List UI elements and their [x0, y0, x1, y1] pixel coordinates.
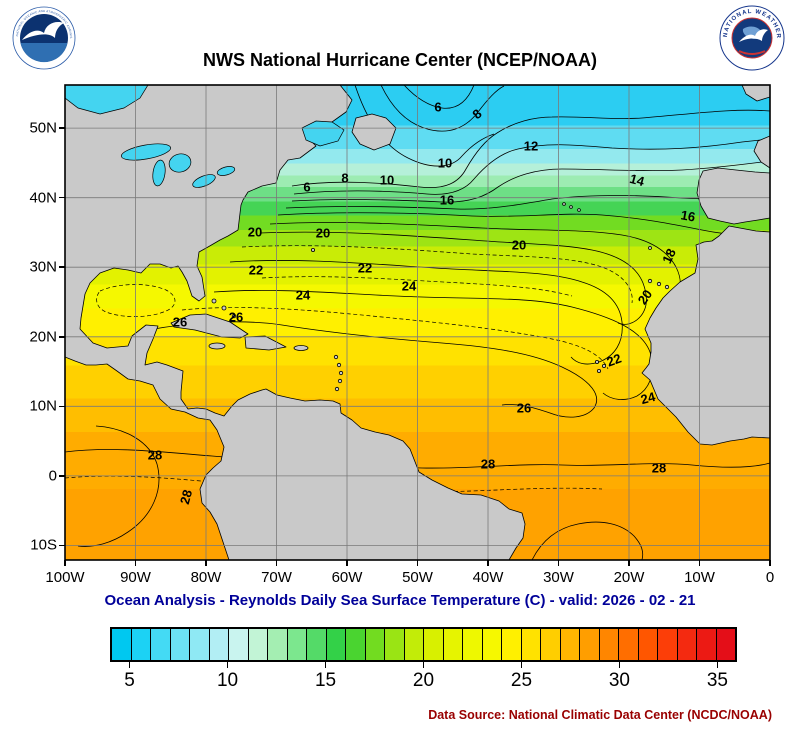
lake-superior: [120, 143, 172, 161]
colorbar-segment: [247, 629, 267, 660]
colorbar-segment: [364, 629, 384, 660]
graticule: [65, 85, 770, 560]
island-cuba: [170, 313, 249, 339]
colorbar-segment: [345, 629, 365, 660]
island-puerto-rico: [293, 345, 309, 351]
islands-caribbean: [170, 247, 344, 392]
colorbar-segment: [462, 629, 482, 660]
hudson-bay: [65, 85, 149, 115]
colorbar-segment: [657, 629, 677, 660]
colorbar-segment: [559, 629, 579, 660]
colorbar-segment: [481, 629, 501, 660]
data-source-note: Data Source: National Climatic Data Cent…: [428, 708, 772, 722]
colorbar-segment: [189, 629, 209, 660]
lake-huron: [168, 153, 192, 173]
colorbar-segment: [228, 629, 248, 660]
nws-gull-icon: [739, 29, 768, 42]
colorbar-segment: [637, 629, 657, 660]
island-madeira: [648, 246, 652, 250]
colorbar-segment: [501, 629, 521, 660]
colorbar-segment: [715, 629, 735, 660]
colorbar-segment: [208, 629, 228, 660]
colorbar-segment: [130, 629, 150, 660]
colorbar-segment: [520, 629, 540, 660]
colorbar: [110, 627, 737, 662]
colorbar-segment: [267, 629, 287, 660]
land-uk: [741, 85, 770, 102]
island-newfoundland: [351, 113, 397, 151]
inland-water: [65, 85, 345, 188]
land-iberia: [696, 167, 770, 225]
noaa-emblem-sea: [20, 43, 68, 63]
colorbar-segment: [169, 629, 189, 660]
isotherm-contours: [65, 85, 770, 560]
colorbar-segment: [286, 629, 306, 660]
land-france: [753, 135, 770, 169]
colorbar-segment: [325, 629, 345, 660]
lake-ontario: [216, 166, 236, 176]
map-subtitle: Ocean Analysis - Reynolds Daily Sea Surf…: [104, 592, 696, 609]
island-bermuda: [310, 247, 315, 252]
colorbar-segment: [150, 629, 170, 660]
colorbar-segment: [618, 629, 638, 660]
land-africa: [641, 225, 770, 446]
page-title: NWS National Hurricane Center (NCEP/NOAA…: [202, 50, 598, 70]
nws-emblem-wave: [738, 50, 766, 55]
noaa-gull-icon: [22, 22, 64, 40]
colorbar-segment: [598, 629, 618, 660]
lake-michigan: [152, 159, 166, 187]
colorbar-segment: [306, 629, 326, 660]
colorbar-segment: [442, 629, 462, 660]
gulf-of-st-lawrence: [301, 120, 345, 147]
nws-logo: NATIONAL WEATHER SERVICE: [719, 5, 785, 71]
noaa-logo: NATIONAL OCEANIC AND ATMOSPHERIC ADMINIS…: [12, 6, 76, 70]
island-hispaniola: [244, 335, 287, 351]
islands-east-atlantic: [562, 202, 670, 373]
colorbar-segment: [696, 629, 716, 660]
colorbar-segment: [579, 629, 599, 660]
colorbar-segment: [384, 629, 404, 660]
island-jamaica: [208, 342, 226, 350]
colorbar-segment: [403, 629, 423, 660]
colorbar-segment: [423, 629, 443, 660]
colorbar-segment: [112, 629, 131, 660]
colorbar-segment: [540, 629, 560, 660]
colorbar-segment: [676, 629, 696, 660]
